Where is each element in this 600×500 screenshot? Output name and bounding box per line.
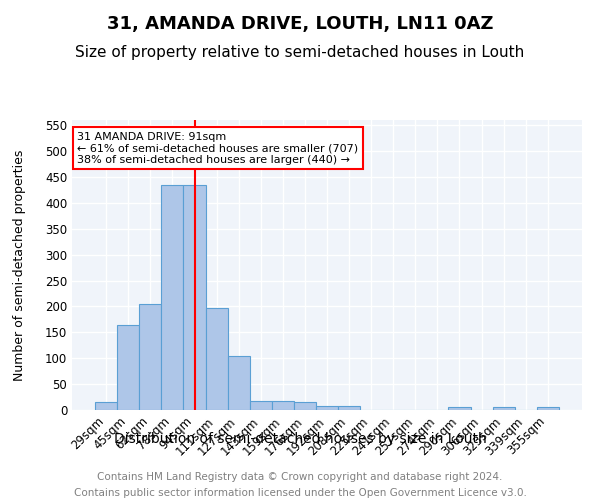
Bar	[139, 304, 161, 410]
Bar	[493, 408, 515, 410]
Bar	[294, 402, 316, 410]
Text: Size of property relative to semi-detached houses in Louth: Size of property relative to semi-detach…	[76, 45, 524, 60]
Bar	[338, 406, 360, 410]
Text: 31, AMANDA DRIVE, LOUTH, LN11 0AZ: 31, AMANDA DRIVE, LOUTH, LN11 0AZ	[107, 15, 493, 33]
Bar	[448, 408, 470, 410]
Bar	[184, 184, 206, 410]
Text: Contains HM Land Registry data © Crown copyright and database right 2024.: Contains HM Land Registry data © Crown c…	[97, 472, 503, 482]
Bar	[316, 406, 338, 410]
Bar	[250, 400, 272, 410]
Bar	[161, 184, 184, 410]
Bar	[206, 308, 227, 410]
Text: 31 AMANDA DRIVE: 91sqm
← 61% of semi-detached houses are smaller (707)
38% of se: 31 AMANDA DRIVE: 91sqm ← 61% of semi-det…	[77, 132, 358, 165]
Bar	[95, 402, 117, 410]
Text: Distribution of semi-detached houses by size in Louth: Distribution of semi-detached houses by …	[113, 432, 487, 446]
Y-axis label: Number of semi-detached properties: Number of semi-detached properties	[13, 150, 26, 380]
Bar	[537, 408, 559, 410]
Bar	[227, 356, 250, 410]
Text: Contains public sector information licensed under the Open Government Licence v3: Contains public sector information licen…	[74, 488, 526, 498]
Bar	[117, 324, 139, 410]
Bar	[272, 400, 294, 410]
